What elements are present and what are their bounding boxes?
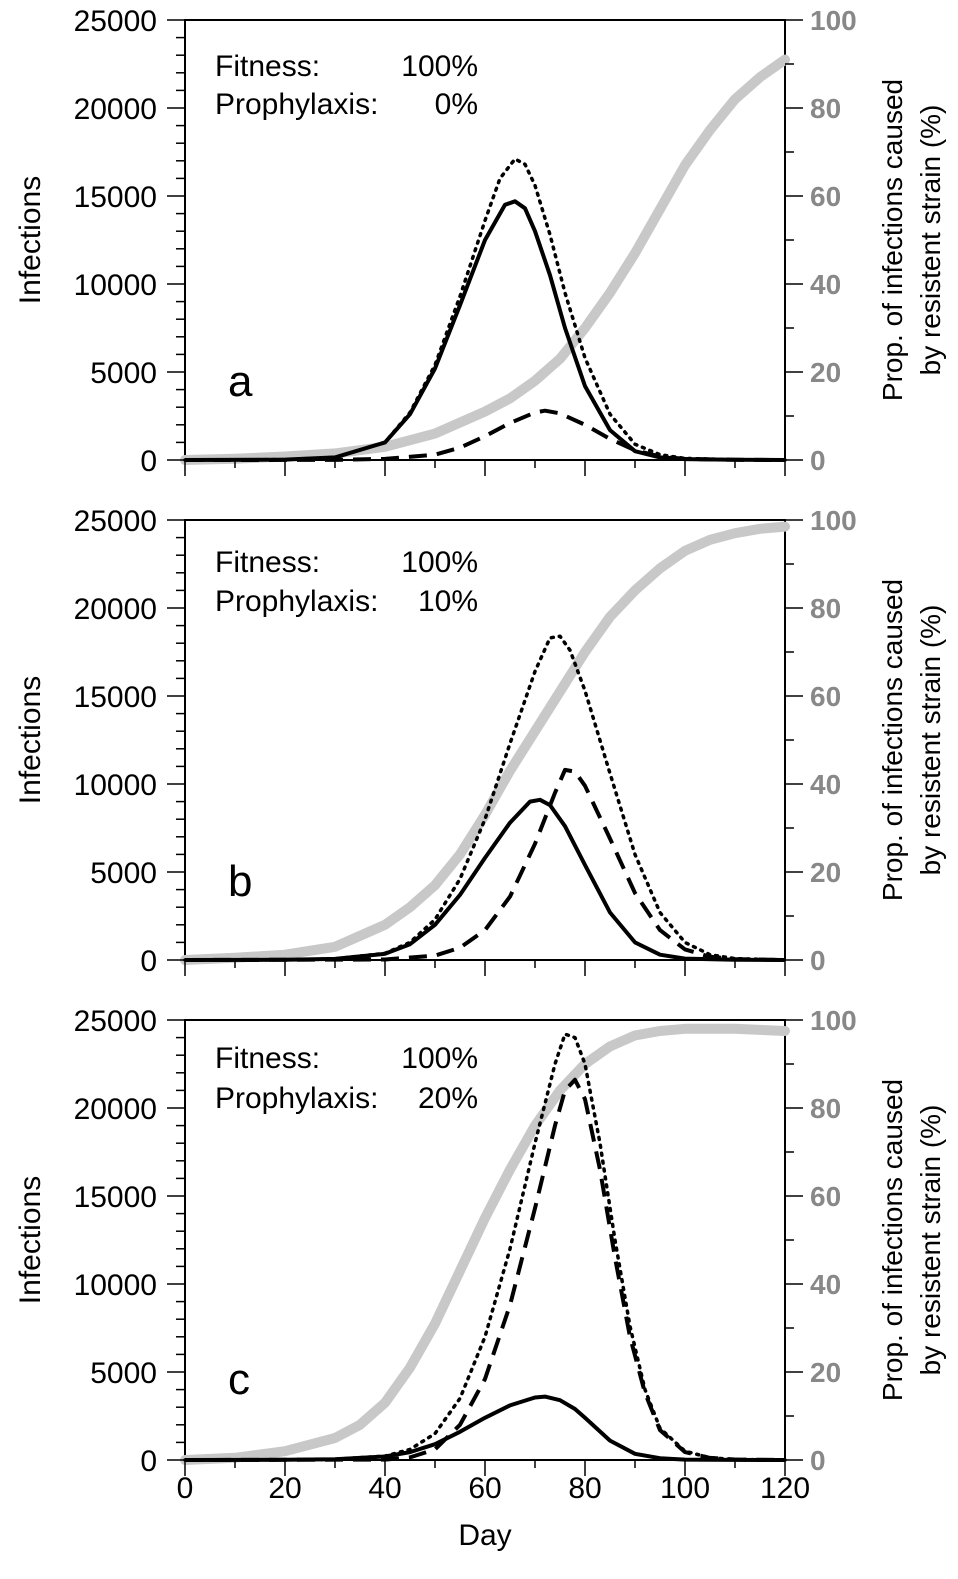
fitness-label: Fitness:	[215, 50, 320, 83]
panel-letter: a	[228, 357, 253, 406]
prophylaxis-label: Prophylaxis:	[215, 585, 378, 618]
right-tick-label: 0	[810, 945, 826, 976]
right-tick-label: 0	[810, 445, 826, 476]
y-axis-label-right-line1: Prop. of infections caused	[877, 579, 908, 901]
prophylaxis-label: Prophylaxis:	[215, 1082, 378, 1115]
x-tick-label: 60	[468, 1472, 501, 1505]
left-tick-label: 5000	[90, 1357, 157, 1390]
panel-letter: b	[228, 857, 252, 906]
left-tick-label: 5000	[90, 857, 157, 890]
right-tick-label: 40	[810, 769, 841, 800]
left-tick-label: 10000	[74, 769, 157, 802]
prophylaxis-label: Prophylaxis:	[215, 88, 378, 121]
right-tick-label: 40	[810, 1269, 841, 1300]
y-axis-label-right-line1: Prop. of infections caused	[877, 79, 908, 401]
fitness-label: Fitness:	[215, 1042, 320, 1075]
right-tick-label: 60	[810, 1181, 841, 1212]
series-line-thick	[180, 521, 790, 965]
left-tick-label: 20000	[74, 593, 157, 626]
ticks-group-b	[167, 519, 803, 976]
left-tick-label: 15000	[74, 181, 157, 214]
prophylaxis-value: 0%	[435, 88, 478, 121]
series-line-thick	[180, 54, 790, 465]
y-axis-label-right-line2: by resistent strain (%)	[915, 1105, 946, 1376]
panel-letter: c	[228, 1355, 250, 1404]
series-line-dashed	[184, 767, 786, 962]
right-tick-label: 20	[810, 1357, 841, 1388]
series-line-dashed	[184, 408, 786, 462]
left-tick-label: 20000	[74, 1093, 157, 1126]
fitness-value: 100%	[401, 1042, 478, 1075]
right-tick-label: 20	[810, 357, 841, 388]
y-axis-label-right-line2: by resistent strain (%)	[915, 105, 946, 376]
y-axis-label-right-line1: Prop. of infections caused	[877, 1079, 908, 1401]
prophylaxis-value: 10%	[418, 585, 478, 618]
series-group-a	[180, 54, 790, 465]
right-tick-label: 80	[810, 1093, 841, 1124]
y-axis-label-left: Infections	[14, 176, 47, 304]
left-tick-label: 15000	[74, 681, 157, 714]
y-axis-label-right-line2: by resistent strain (%)	[915, 605, 946, 876]
y-axis-label-left: Infections	[14, 676, 47, 804]
left-tick-label: 0	[140, 1445, 157, 1478]
series-group-c	[180, 1023, 790, 1465]
ticks-group-a	[167, 19, 803, 476]
x-tick-label: 80	[568, 1472, 601, 1505]
left-tick-label: 0	[140, 445, 157, 478]
panel-b: 0 5000 10000 15000 20000 25000 0 20 40 6…	[14, 505, 946, 978]
right-tick-label: 0	[810, 1445, 826, 1476]
x-tick-label: 20	[268, 1472, 301, 1505]
x-tick-label: 100	[660, 1472, 710, 1505]
right-tick-label: 100	[810, 5, 857, 36]
series-line-solid	[184, 199, 786, 462]
left-tick-label: 0	[140, 945, 157, 978]
ticks-group-c	[167, 1019, 803, 1476]
left-tick-label: 10000	[74, 1269, 157, 1302]
fitness-value: 100%	[401, 50, 478, 83]
right-tick-label: 80	[810, 93, 841, 124]
prophylaxis-value: 20%	[418, 1082, 478, 1115]
right-tick-label: 60	[810, 681, 841, 712]
left-tick-label: 10000	[74, 269, 157, 302]
series-line-thick	[180, 1023, 790, 1465]
right-tick-label: 100	[810, 505, 857, 536]
right-tick-label: 20	[810, 857, 841, 888]
series-line-solid	[184, 1394, 786, 1462]
series-group-b	[180, 521, 790, 965]
fitness-label: Fitness:	[215, 546, 320, 579]
left-tick-label: 25000	[74, 5, 157, 38]
left-tick-label: 15000	[74, 1181, 157, 1214]
x-tick-label: 0	[177, 1472, 194, 1505]
fitness-value: 100%	[401, 546, 478, 579]
right-tick-label: 80	[810, 593, 841, 624]
left-tick-label: 5000	[90, 357, 157, 390]
y-axis-label-left: Infections	[14, 1176, 47, 1304]
right-tick-label: 100	[810, 1005, 857, 1036]
series-line-solid	[184, 797, 786, 962]
panel-c: 0 5000 10000 15000 20000 25000 0 20 40 6…	[14, 1005, 946, 1478]
series-line-dashed	[184, 1077, 786, 1462]
x-axis-label: Day	[458, 1519, 511, 1552]
panel-a: 0 5000 10000 15000 20000 25000 0 20 40 6…	[14, 5, 946, 478]
left-tick-label: 20000	[74, 93, 157, 126]
right-tick-label: 40	[810, 269, 841, 300]
left-tick-label: 25000	[74, 1005, 157, 1038]
right-tick-label: 60	[810, 181, 841, 212]
series-line-dotted	[183, 634, 787, 962]
x-tick-label: 40	[368, 1472, 401, 1505]
x-tick-label: 120	[760, 1472, 810, 1505]
left-tick-label: 25000	[74, 505, 157, 538]
